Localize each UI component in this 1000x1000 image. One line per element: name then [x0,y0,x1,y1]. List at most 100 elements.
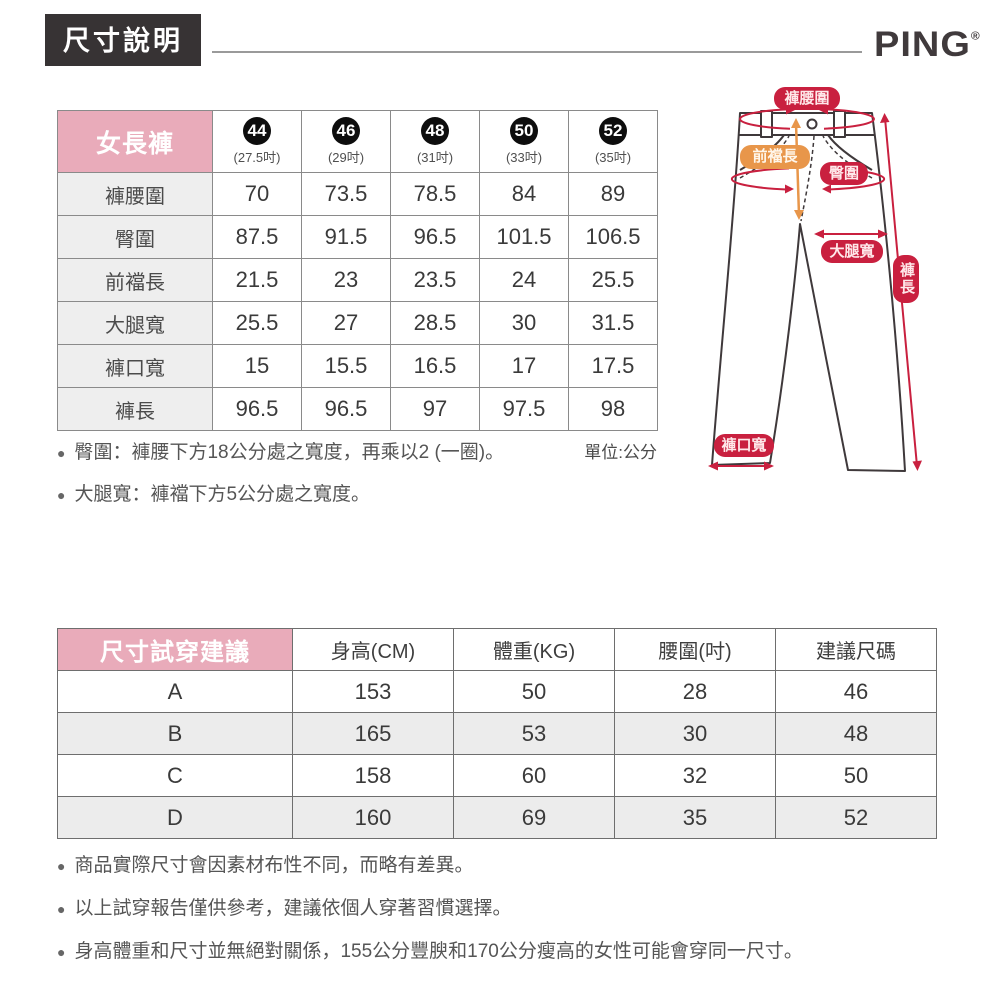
size-spec-table: 女長褲 44 (27.5吋) 46 (29吋) 48 (31吋) 50 (33吋… [57,110,658,431]
page-title: 尺寸說明 [45,14,201,66]
column-header-height: 身高(CM) [292,628,454,671]
measure-label: 褲長 [57,387,213,431]
size-circle: 52 [599,117,627,145]
measure-value: 17.5 [568,344,658,388]
measure-value: 24 [479,258,569,302]
measure-value: 17 [479,344,569,388]
fit-value: 46 [775,670,937,713]
table-header-row: 女長褲 44 (27.5吋) 46 (29吋) 48 (31吋) 50 (33吋… [57,110,658,173]
table-row: 褲口寬 15 15.5 16.5 17 17.5 [57,344,658,388]
measure-label: 褲口寬 [57,344,213,388]
measure-label: 大腿寬 [57,301,213,345]
fit-row-label: D [57,796,293,839]
size-inches: (35吋) [594,150,632,165]
footer-note: ● 身高體重和尺寸並無絕對關係，155公分豐腴和170公分瘦高的女性可能會穿同一尺… [57,941,803,962]
size-circle: 46 [332,117,360,145]
size-inches: (29吋) [327,150,365,165]
hem-label-badge: 褲口寬 [714,434,774,457]
table-row: B 165 53 30 48 [57,712,937,755]
pants-measurement-diagram: 褲腰圍 前襠長 臀圍 大腿寬 褲長 褲口寬 [695,78,995,483]
measure-value: 70 [212,172,302,216]
bullet-icon: ● [57,445,66,461]
measure-value: 23 [301,258,391,302]
table-row: 臀圍 87.5 91.5 96.5 101.5 106.5 [57,215,658,259]
measure-value: 89 [568,172,658,216]
measure-value: 15.5 [301,344,391,388]
size-inches: (31吋) [416,150,454,165]
product-type-header: 女長褲 [57,110,213,173]
measure-value: 73.5 [301,172,391,216]
size-circle: 44 [243,117,271,145]
fit-value: 28 [614,670,776,713]
measure-value: 84 [479,172,569,216]
size-circle: 48 [421,117,449,145]
brand-logo: PING® [874,26,980,66]
measure-value: 96.5 [390,215,480,259]
note-hip: ● 臀圍：褲腰下方18公分處之寬度，再乘以2 (一圈)。 [57,442,505,463]
column-header-size: 建議尺碼 [775,628,937,671]
measure-value: 96.5 [212,387,302,431]
fit-value: 160 [292,796,454,839]
size-header-52: 52 (35吋) [568,110,658,173]
title-underline [212,51,862,53]
fit-value: 153 [292,670,454,713]
footer-note: ● 以上試穿報告僅供參考，建議依個人穿著習慣選擇。 [57,898,512,919]
fit-value: 35 [614,796,776,839]
fit-table-title: 尺寸試穿建議 [57,628,293,671]
fit-row-label: A [57,670,293,713]
column-header-weight: 體重(KG) [453,628,615,671]
bullet-icon: ● [57,901,66,917]
size-header-48: 48 (31吋) [390,110,480,173]
fit-value: 158 [292,754,454,797]
measure-value: 23.5 [390,258,480,302]
table-row: C 158 60 32 50 [57,754,937,797]
waist-label-badge: 褲腰圍 [774,87,840,110]
unit-note: 單位:公分 [584,443,657,462]
fit-value: 52 [775,796,937,839]
measure-label: 前襠長 [57,258,213,302]
measure-label: 臀圍 [57,215,213,259]
measure-value: 97.5 [479,387,569,431]
measure-value: 16.5 [390,344,480,388]
measure-value: 25.5 [212,301,302,345]
size-header-44: 44 (27.5吋) [212,110,302,173]
size-header-50: 50 (33吋) [479,110,569,173]
fit-row-label: B [57,712,293,755]
hip-label-badge: 臀圍 [820,162,868,185]
measure-value: 31.5 [568,301,658,345]
size-inches: (27.5吋) [233,150,281,165]
fit-value: 50 [775,754,937,797]
pants-outline-drawing [708,105,922,472]
size-circle: 50 [510,117,538,145]
fit-value: 30 [614,712,776,755]
note-thigh: ● 大腿寬：褲襠下方5公分處之寬度。 [57,484,371,505]
measure-value: 30 [479,301,569,345]
fit-row-label: C [57,754,293,797]
fit-value: 48 [775,712,937,755]
front-rise-label-badge: 前襠長 [740,145,810,169]
measure-value: 101.5 [479,215,569,259]
measure-value: 96.5 [301,387,391,431]
bullet-icon: ● [57,944,66,960]
measure-value: 25.5 [568,258,658,302]
registered-mark: ® [970,29,980,43]
size-header-46: 46 (29吋) [301,110,391,173]
table-header-row: 尺寸試穿建議 身高(CM) 體重(KG) 腰圍(吋) 建議尺碼 [57,628,937,671]
brand-text: PING [874,25,971,65]
measure-value: 21.5 [212,258,302,302]
table-row: 大腿寬 25.5 27 28.5 30 31.5 [57,301,658,345]
fit-value: 53 [453,712,615,755]
length-label-badge: 褲長 [893,255,919,303]
measure-value: 27 [301,301,391,345]
table-row: 褲腰圍 70 73.5 78.5 84 89 [57,172,658,216]
fit-value: 50 [453,670,615,713]
bullet-icon: ● [57,858,66,874]
fit-value: 60 [453,754,615,797]
measure-value: 78.5 [390,172,480,216]
measurement-notes: ● 臀圍：褲腰下方18公分處之寬度，再乘以2 (一圈)。 單位:公分 ● 大腿寬：褲… [57,437,657,521]
fit-value: 165 [292,712,454,755]
column-header-waist: 腰圍(吋) [614,628,776,671]
size-inches: (33吋) [505,150,543,165]
measure-value: 98 [568,387,658,431]
measure-value: 28.5 [390,301,480,345]
